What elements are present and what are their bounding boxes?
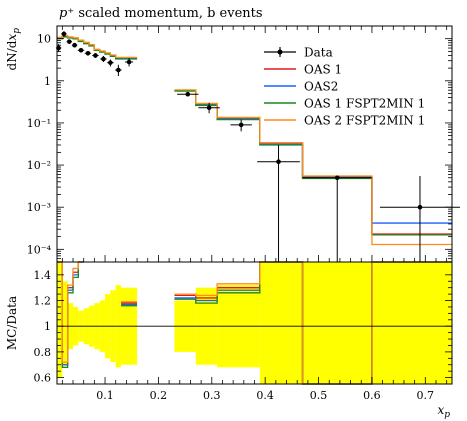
x-tick-label: 0.3 xyxy=(203,389,221,402)
legend-label: OAS 1 FSPT2MIN 1 xyxy=(304,97,425,111)
data-point xyxy=(177,91,199,97)
y-tick-label: 10⁻¹ xyxy=(27,117,51,130)
band-bin xyxy=(302,262,372,384)
band-bin xyxy=(62,281,68,365)
ratio-y-axis-label: MC/Data xyxy=(5,296,19,350)
data-marker xyxy=(108,60,113,65)
main-plot-frame xyxy=(56,25,453,263)
legend-item: OAS 2 FSPT2MIN 1 xyxy=(264,114,425,128)
data-point xyxy=(77,47,85,53)
data-marker xyxy=(101,56,106,62)
data-points-group xyxy=(55,31,461,262)
data-point xyxy=(198,102,220,114)
mc-line-oas-1 xyxy=(57,35,452,235)
ratio-uncertainty-band xyxy=(57,262,452,384)
y-axis-label: dN/dxp xyxy=(5,28,22,71)
legend-swatch-marker xyxy=(277,49,283,55)
y-tick-label: 10⁻² xyxy=(27,159,51,172)
x-tick-label: 0.1 xyxy=(96,389,114,402)
legend-label: OAS2 xyxy=(304,80,338,94)
data-point xyxy=(230,119,252,132)
ratio-y-tick-label: 0.6 xyxy=(34,372,52,385)
data-point xyxy=(107,59,114,67)
ratio-y-tick-label: 1.4 xyxy=(34,269,52,282)
data-point xyxy=(115,64,122,77)
data-point xyxy=(92,53,99,58)
data-point xyxy=(125,58,134,67)
data-marker xyxy=(61,31,67,37)
legend-item: OAS 1 xyxy=(264,63,342,77)
band-bin xyxy=(371,262,452,384)
data-marker xyxy=(276,159,281,165)
legend-label: Data xyxy=(304,46,333,60)
x-axis-label: xp xyxy=(437,403,450,420)
mc-line-oas-1-fspt2min-1 xyxy=(57,36,452,236)
ratio-series-group xyxy=(57,261,452,385)
x-tick-label: 0.6 xyxy=(363,389,381,402)
mc-line-oas2 xyxy=(57,35,452,224)
data-point xyxy=(302,175,372,262)
y-tick-label: 10⁻³ xyxy=(27,201,51,214)
data-marker xyxy=(417,204,423,210)
data-marker xyxy=(238,122,244,128)
legend-item: OAS2 xyxy=(264,80,338,94)
data-point xyxy=(257,144,300,262)
data-marker xyxy=(78,47,84,53)
data-marker xyxy=(126,59,132,65)
y-tick-label: 10⁻⁴ xyxy=(27,243,52,256)
legend-item: OAS 1 FSPT2MIN 1 xyxy=(264,97,425,111)
x-tick-label: 0.7 xyxy=(417,389,435,402)
data-marker xyxy=(116,67,121,73)
x-tick-label: 0.4 xyxy=(256,389,274,402)
data-point xyxy=(100,55,107,62)
ratio-line-oas-2-fspt2min-1 xyxy=(57,261,452,385)
data-marker xyxy=(334,175,340,181)
data-marker xyxy=(206,105,212,110)
data-marker xyxy=(85,50,91,56)
data-point xyxy=(71,42,78,48)
band-bin xyxy=(259,262,303,384)
main-y-axis-label-group: dN/dxp xyxy=(5,28,22,71)
data-point xyxy=(84,50,92,56)
legend-label: OAS 2 FSPT2MIN 1 xyxy=(304,114,425,128)
x-tick-label: 0.2 xyxy=(150,389,168,402)
ratio-y-axis: 0.6 0.8 1 1.2 1.4 xyxy=(34,269,452,385)
legend: Data OAS 1 OAS2 OAS 1 FSPT2MIN 1 OAS 2 FSPT2… xyxy=(264,46,425,128)
data-marker xyxy=(66,39,72,44)
legend-label: OAS 1 xyxy=(304,63,342,77)
data-marker xyxy=(185,91,191,97)
y-tick-label: 10 xyxy=(37,33,51,46)
ratio-y-tick-label: 0.8 xyxy=(34,346,52,359)
legend-item: Data xyxy=(264,46,333,60)
x-tick-label: 0.5 xyxy=(310,389,328,402)
mc-line-oas-2-fspt2min-1 xyxy=(57,35,452,246)
data-marker xyxy=(72,42,77,48)
data-marker xyxy=(93,53,98,58)
main-series-group xyxy=(57,35,452,246)
y-tick-label: 1 xyxy=(44,75,51,88)
ratio-y-axis-label-group: MC/Data xyxy=(5,296,19,350)
data-point xyxy=(66,39,72,44)
main-y-axis: 10 1 10⁻¹ 10⁻² 10⁻³ 10⁻⁴ xyxy=(27,25,452,263)
ratio-y-tick-label: 1.2 xyxy=(34,295,52,308)
chart-title: p⁺ scaled momentum, b events xyxy=(59,6,263,21)
data-point xyxy=(61,31,67,37)
ratio-y-tick-label: 1 xyxy=(44,320,51,333)
x-axis: 0.1 0.2 0.3 0.4 0.5 0.6 0.7 xyxy=(61,26,448,402)
